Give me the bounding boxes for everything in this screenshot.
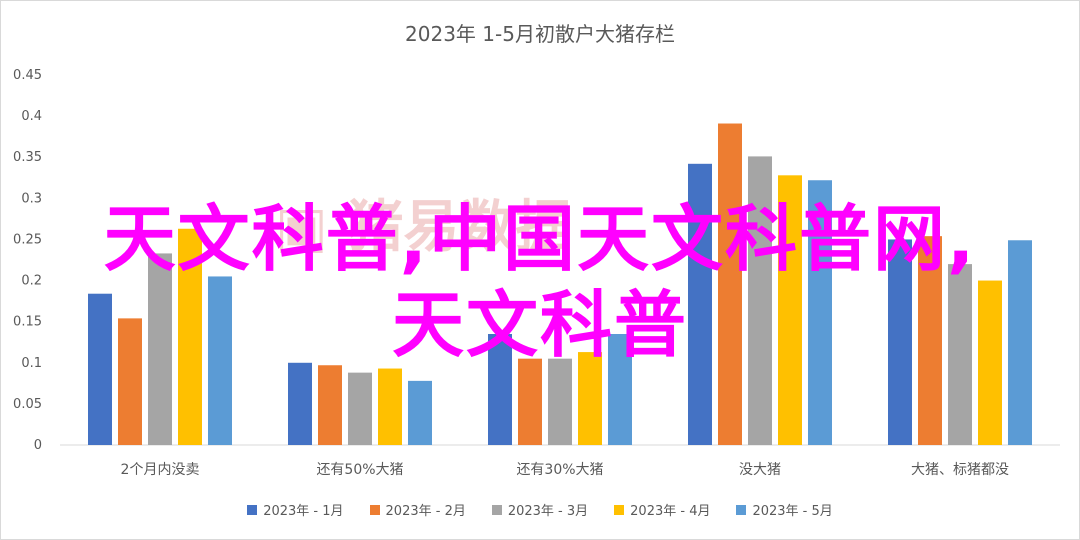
overlay-line-1: 天文科普,中国天文科普网, [103,197,977,281]
bar [148,253,172,445]
bar [518,358,542,445]
x-category-label: 大猪、标猪都没 [911,462,1009,478]
bar [318,365,342,445]
y-tick-label: 0.25 [13,232,42,247]
y-tick-label: 0.35 [13,150,42,165]
chart-legend: 2023年 - 1月 2023年 - 2月 2023年 - 3月 2023年 - 4月… [0,500,1080,519]
bar [748,156,772,445]
y-tick-label: 0.45 [13,68,42,83]
y-tick-label: 0 [34,438,42,453]
bar [178,228,202,445]
bar [378,368,402,445]
x-category-label: 还有50%大猪 [316,462,403,478]
chart-title: 2023年 1-5月初散户大猪存栏 [405,22,675,46]
bar [348,372,372,445]
bar [808,180,832,445]
x-category-label: 2个月内没卖 [121,462,200,478]
y-tick-label: 0.1 [21,356,42,371]
legend-swatch [614,504,625,515]
y-tick-label: 0.15 [13,315,42,330]
bar [88,293,112,445]
bar [978,280,1002,445]
legend-entry: 2023年 - 4月 [614,500,710,519]
bar [118,318,142,445]
bar [288,362,312,445]
bar [718,123,742,445]
legend-swatch [491,504,502,515]
x-category-label: 还有30%大猪 [516,462,603,478]
y-tick-label: 0.05 [13,397,42,412]
legend-swatch [736,504,747,515]
y-tick-label: 0.2 [21,274,42,289]
legend-entry: 2023年 - 1月 [247,500,344,519]
bar [208,276,232,445]
legend-label: 2023年 - 5月 [752,504,833,519]
legend-label: 2023年 - 4月 [630,504,711,519]
bar [948,264,972,445]
bar [488,334,512,445]
bar [578,352,602,445]
bar [778,175,802,446]
legend-entry: 2023年 - 2月 [369,500,466,519]
overlay-line-2: 天文科普 [391,283,688,367]
bar [548,358,572,445]
overlay-text: 天文科普,中国天文科普网, 天文科普 [0,196,1080,368]
bar [888,239,912,445]
bar [918,236,942,445]
legend-label: 2023年 - 2月 [385,504,466,519]
bar [688,163,712,446]
y-tick-label: 0.3 [21,191,42,206]
bar [608,334,632,445]
watermark-logo: ▣ 猪易数据 [275,195,572,260]
y-tick-label: 0.4 [21,109,42,124]
bar [408,380,432,445]
legend-entry: 2023年 - 5月 [736,500,833,519]
legend-swatch [247,504,258,515]
x-category-label: 没大猪 [739,462,781,478]
legend-entry: 2023年 - 3月 [491,500,589,519]
legend-label: 2023年 - 1月 [263,504,344,519]
legend-label: 2023年 - 3月 [507,504,589,519]
bar [1008,240,1032,445]
legend-swatch [369,504,380,515]
